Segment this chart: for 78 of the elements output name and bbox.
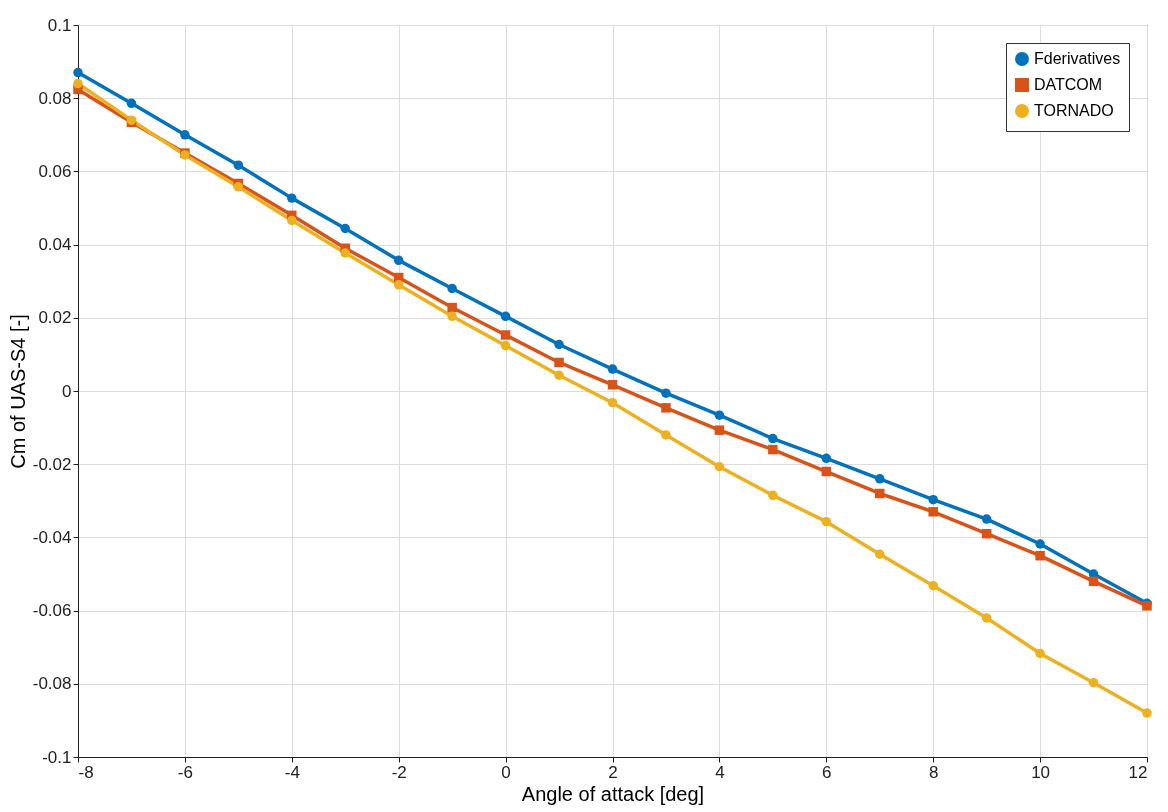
point (768, 490, 778, 501)
point (928, 494, 938, 505)
x-tick-label: -8 (78, 762, 94, 782)
point (554, 370, 564, 380)
point (340, 248, 350, 258)
point (180, 130, 190, 140)
point (875, 549, 885, 559)
y-tick-label: 0.06 (38, 161, 72, 181)
point (233, 160, 244, 170)
point (928, 507, 938, 517)
x-tick-label: 0 (501, 762, 511, 782)
point (661, 388, 671, 398)
point (447, 311, 457, 322)
y-tick-label: 0.04 (38, 235, 72, 255)
y-tick-label: 0.02 (38, 308, 72, 328)
x-tick-label: 2 (608, 762, 618, 782)
legend-label: TORNADO (1034, 102, 1114, 119)
point (287, 215, 297, 226)
point (821, 466, 832, 477)
y-tick-label: -0.02 (32, 454, 72, 474)
x-tick-label: -4 (284, 762, 300, 782)
x-axis-title: Angle of attack [deg] (521, 782, 705, 805)
y-tick-label: -0.1 (42, 747, 72, 767)
point (554, 357, 564, 368)
point (287, 193, 297, 203)
x-tick-label: 6 (822, 762, 832, 782)
point (447, 302, 457, 313)
point (768, 444, 778, 455)
point (875, 488, 885, 499)
point (1088, 576, 1099, 587)
y-tick-label: -0.08 (32, 674, 72, 694)
x-tick-label: -6 (177, 762, 193, 782)
y-axis-title: Cm of UAS-S4 [-] (6, 314, 29, 469)
point (393, 280, 404, 290)
point (661, 430, 671, 440)
point (607, 380, 618, 390)
point (1088, 677, 1099, 688)
x-tick-label: 4 (715, 762, 725, 782)
point (73, 67, 83, 78)
y-tick-label: 0.08 (38, 88, 72, 108)
point (981, 529, 992, 539)
legend-label: DATCOM (1034, 76, 1103, 93)
point (126, 98, 137, 109)
point (73, 78, 83, 89)
point (1035, 648, 1045, 659)
point (393, 255, 404, 266)
y-tick-label: -0.04 (32, 527, 72, 547)
x-tick-label: 12 (1128, 762, 1148, 782)
y-tick-label: 0 (62, 381, 72, 401)
point (768, 433, 778, 444)
y-tick-label: -0.06 (32, 601, 72, 621)
y-tick-label: 0.1 (47, 15, 72, 35)
point (607, 397, 618, 408)
point (447, 283, 457, 294)
x-tick-label: 10 (1031, 762, 1051, 782)
point (607, 364, 618, 374)
point (714, 462, 725, 472)
point (554, 339, 564, 350)
point (500, 340, 511, 351)
point (714, 425, 725, 435)
point (714, 410, 725, 420)
point (1142, 708, 1152, 718)
point (875, 474, 885, 484)
point (340, 223, 350, 234)
point (928, 580, 938, 591)
legend-label: Fderivatives (1034, 50, 1121, 67)
x-tick-label: 8 (928, 762, 939, 782)
point (821, 453, 832, 464)
point (500, 311, 511, 322)
x-tick-label: -2 (391, 762, 407, 782)
point (1035, 550, 1045, 561)
point (981, 514, 992, 524)
point (981, 613, 992, 623)
point (821, 516, 832, 527)
point (1035, 539, 1045, 549)
point (233, 182, 244, 192)
point (500, 330, 511, 340)
point (661, 403, 671, 413)
